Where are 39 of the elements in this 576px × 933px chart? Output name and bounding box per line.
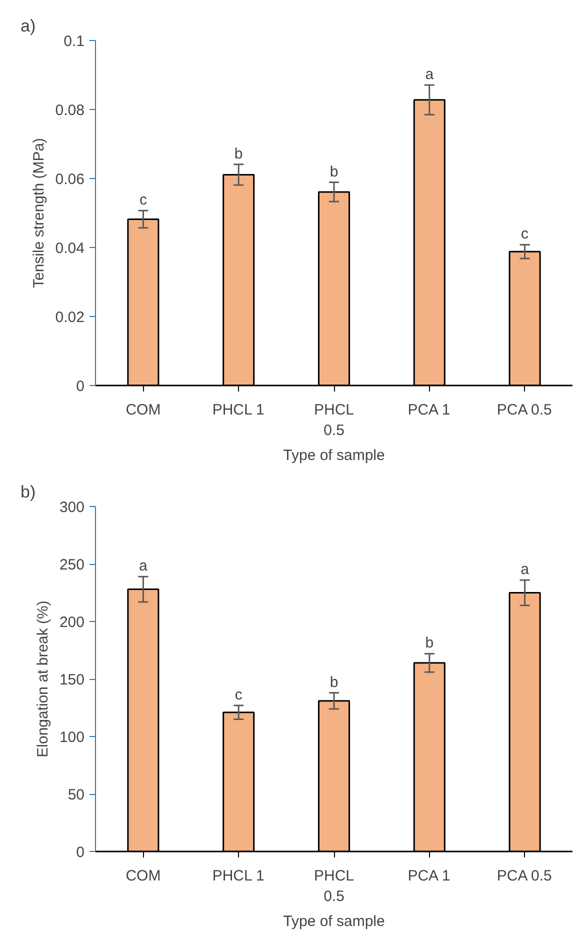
annotation: a <box>520 561 530 578</box>
annotation: a <box>139 558 148 575</box>
y-axis-title: Elongation at break (%) <box>34 600 52 758</box>
x-tick-label: COM <box>126 868 161 884</box>
text: a) <box>20 16 36 36</box>
y-tick-label: 300 <box>59 499 85 516</box>
y-tick-label: 0 <box>76 844 84 861</box>
y-tick-label: 150 <box>59 672 85 688</box>
y-tick-label: 100 <box>59 729 85 746</box>
annotation: b <box>234 145 243 162</box>
annotation: c <box>139 192 148 209</box>
text: b) <box>20 482 36 502</box>
y-tick-label: 200 <box>59 614 85 631</box>
x-tick-label: COM <box>126 402 161 418</box>
annotation: b <box>425 634 434 652</box>
x-tick-label: PCA 1 <box>408 868 450 884</box>
annotation: b <box>330 163 338 180</box>
y-tick-label: 0.02 <box>55 309 85 326</box>
annotation: a <box>425 66 434 84</box>
x-tick-label: PCA 0.5 <box>496 402 552 418</box>
annotation: b <box>330 674 338 691</box>
y-axis-title: Tensile strength (MPa) <box>30 138 48 288</box>
y-tick-label: 250 <box>59 556 85 574</box>
x-tick-label: PHCL 1 <box>212 868 264 884</box>
x-axis-title: Type of sample <box>283 912 385 930</box>
x-tick-label: PHCL 0.5 <box>314 402 354 439</box>
x-tick-label: PHCL 1 <box>212 402 264 418</box>
y-tick-label: 0.1 <box>64 33 85 50</box>
annotation: c <box>521 226 530 243</box>
x-tick-label: PHCL 0.5 <box>314 868 354 905</box>
y-tick-label: 50 <box>68 786 85 804</box>
y-tick-label: 0.04 <box>55 240 85 257</box>
y-tick-label: 0.06 <box>55 171 85 188</box>
annotation: c <box>234 686 243 704</box>
y-tick-label: 0 <box>76 378 84 395</box>
x-tick-label: PCA 1 <box>408 402 450 418</box>
x-tick-label: PCA 0.5 <box>496 868 552 884</box>
x-axis-title: Type of sample <box>283 446 385 464</box>
y-tick-label: 0.08 <box>55 102 85 119</box>
